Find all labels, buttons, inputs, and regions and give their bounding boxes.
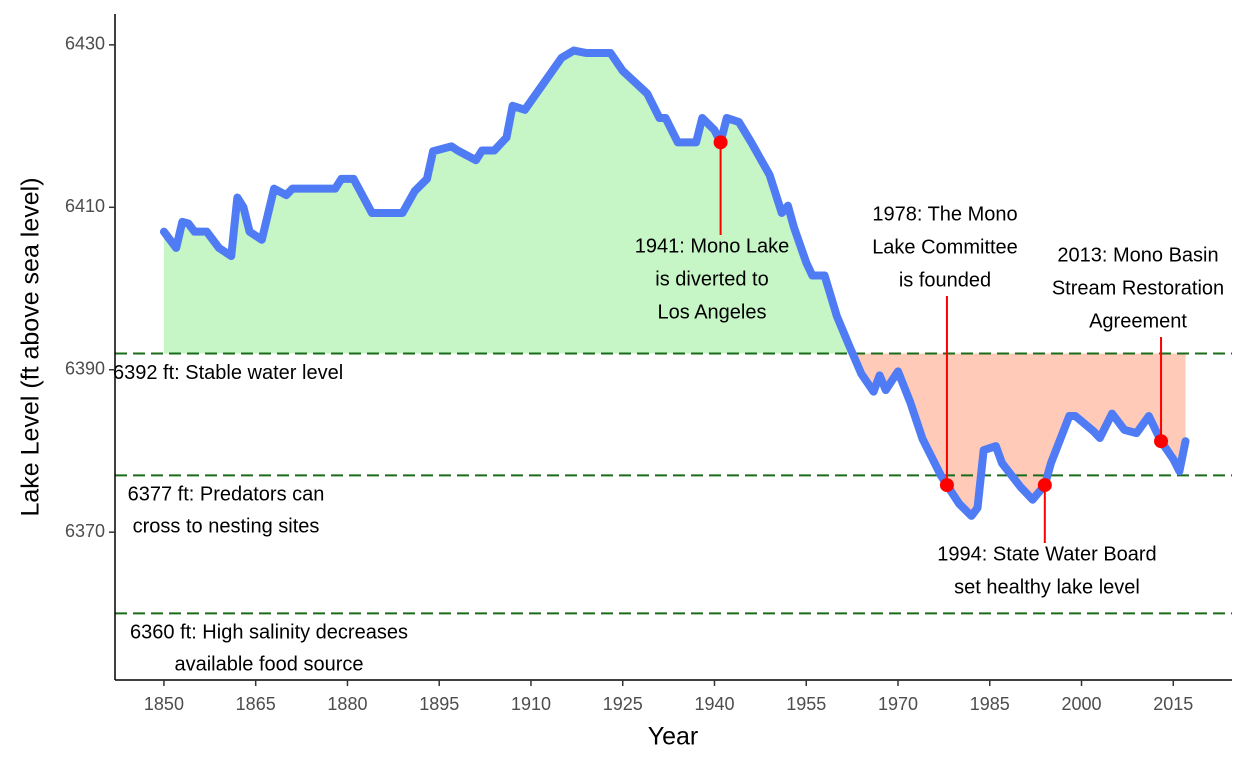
annotation-text: 1978: The Mono <box>872 203 1017 225</box>
x-tick-label: 1865 <box>236 694 276 714</box>
reference-label: 6377 ft: Predators can <box>128 484 325 506</box>
annotation-text: Stream Restoration <box>1052 277 1224 299</box>
x-tick-label: 2015 <box>1153 694 1193 714</box>
x-tick-label: 1955 <box>786 694 826 714</box>
x-tick-label: 1910 <box>511 694 551 714</box>
annotation-text: Agreement <box>1089 310 1187 332</box>
reference-label: 6392 ft: Stable water level <box>113 362 343 384</box>
x-tick-label: 1850 <box>144 694 184 714</box>
annotation-text: is diverted to <box>655 268 768 290</box>
reference-label: cross to nesting sites <box>133 516 320 538</box>
y-tick-label: 6390 <box>65 358 105 378</box>
annotation-point <box>1037 478 1052 493</box>
reference-label: 6360 ft: High salinity decreases <box>130 622 408 644</box>
y-tick-label: 6410 <box>65 196 105 216</box>
annotation-point <box>939 478 954 493</box>
annotation-text: 2013: Mono Basin <box>1057 244 1218 266</box>
x-tick-label: 1940 <box>694 694 734 714</box>
annotation-text: 1941: Mono Lake <box>635 235 790 257</box>
annotation-text: is founded <box>899 269 991 291</box>
x-tick-label: 2000 <box>1061 694 1101 714</box>
x-tick-label: 1895 <box>419 694 459 714</box>
x-tick-label: 1970 <box>878 694 918 714</box>
annotation-text: Los Angeles <box>658 301 767 323</box>
annotation-text: Lake Committee <box>872 236 1018 258</box>
y-tick-label: 6430 <box>65 34 105 54</box>
x-tick-label: 1925 <box>603 694 643 714</box>
reference-label: available food source <box>174 654 363 676</box>
annotation-point <box>713 135 728 150</box>
area-below <box>163 353 1186 516</box>
y-axis-title: Lake Level (ft above sea level) <box>17 177 45 516</box>
annotation-point <box>1154 434 1169 449</box>
area-above <box>163 50 853 354</box>
x-axis-title: Year <box>648 723 699 751</box>
annotation-text: set healthy lake level <box>954 576 1140 598</box>
x-tick-label: 1985 <box>970 694 1010 714</box>
x-tick-label: 1880 <box>327 694 367 714</box>
y-tick-label: 6370 <box>65 521 105 541</box>
annotation-text: 1994: State Water Board <box>937 543 1156 565</box>
